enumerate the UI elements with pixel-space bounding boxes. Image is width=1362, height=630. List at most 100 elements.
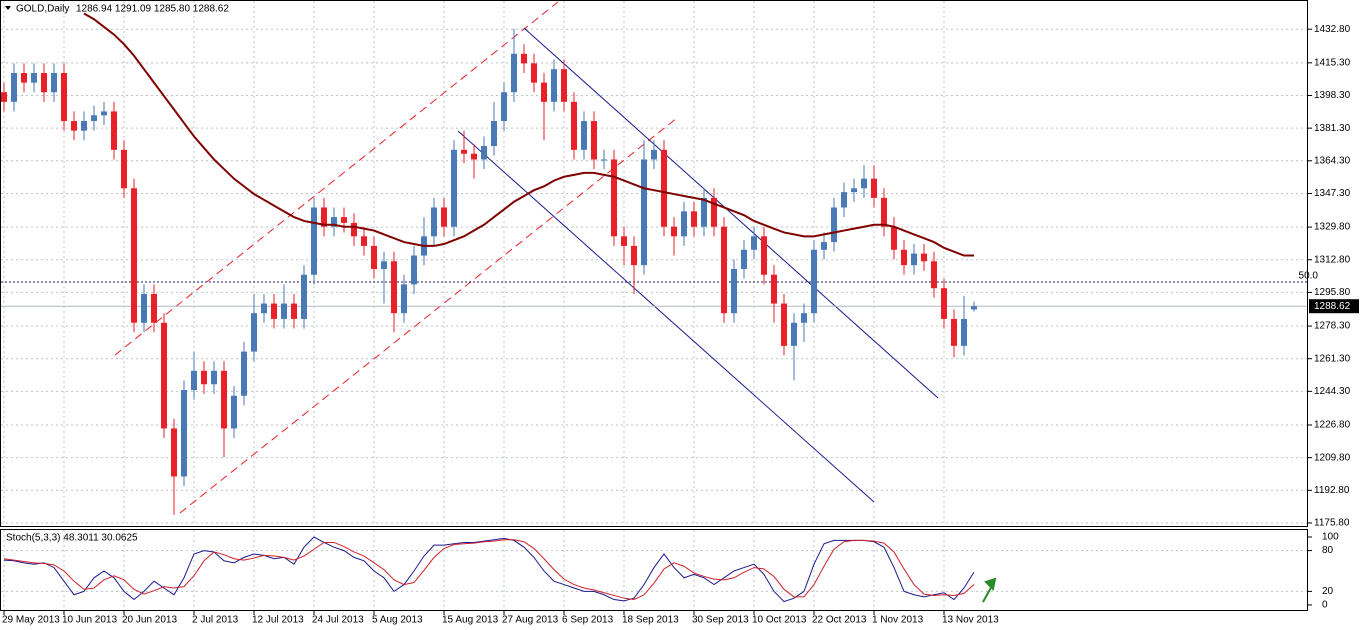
candle-body xyxy=(401,284,407,314)
x-tick-label: 12 Jul 2013 xyxy=(252,615,304,626)
candle-body xyxy=(11,73,17,102)
candle-body xyxy=(381,261,387,269)
candle-body xyxy=(661,149,667,227)
candle-body xyxy=(201,370,207,385)
x-tick-label: 10 Oct 2013 xyxy=(752,615,807,626)
candle-body xyxy=(511,53,517,93)
candle-body xyxy=(91,115,97,122)
candle-body xyxy=(611,159,617,237)
candle-body xyxy=(271,303,277,319)
candle-body xyxy=(561,69,567,102)
candle-body xyxy=(751,236,757,250)
x-tick-label: 13 Nov 2013 xyxy=(942,615,999,626)
y-tick-label: 1278.30 xyxy=(1314,321,1351,332)
candle-body xyxy=(821,242,827,250)
y-tick-label: 1209.80 xyxy=(1314,452,1351,463)
candle-body xyxy=(701,197,707,227)
candle-body xyxy=(371,245,377,269)
candle-body xyxy=(221,370,227,429)
stoch-panel xyxy=(0,529,1308,611)
candle-body xyxy=(231,395,237,429)
x-tick-label: 18 Sep 2013 xyxy=(622,615,679,626)
y-tick-label: 0 xyxy=(1322,600,1328,611)
candle-body xyxy=(31,73,37,83)
candle-body xyxy=(281,303,287,319)
y-tick-label: 100 xyxy=(1322,532,1339,543)
candle-body xyxy=(761,236,767,275)
y-tick-label: 80 xyxy=(1322,545,1334,556)
y-tick-label: 1244.30 xyxy=(1314,386,1351,397)
candle-body xyxy=(341,217,347,223)
candle-body xyxy=(101,111,107,116)
y-tick-label: 1398.30 xyxy=(1314,90,1351,101)
candle-body xyxy=(331,217,337,227)
candle-body xyxy=(311,207,317,275)
candle-body xyxy=(811,249,817,314)
candle-body xyxy=(781,303,787,346)
candle-body xyxy=(621,236,627,246)
candle-body xyxy=(641,159,647,266)
candle-body xyxy=(531,63,537,83)
candle-body xyxy=(191,370,197,391)
y-tick-label: 1295.80 xyxy=(1314,287,1351,298)
candle-body xyxy=(591,121,597,160)
candle-body xyxy=(301,274,307,319)
candle-body xyxy=(721,226,727,314)
candle-body xyxy=(911,253,917,266)
candle-body xyxy=(711,197,717,227)
candle-body xyxy=(321,207,327,227)
y-tick-label: 1226.80 xyxy=(1314,420,1351,431)
candle-body xyxy=(901,249,907,266)
candle-body xyxy=(171,428,177,477)
x-tick-label: 22 Oct 2013 xyxy=(812,615,867,626)
candle-body xyxy=(1,92,7,102)
y-tick-label: 1381.30 xyxy=(1314,123,1351,134)
candle-body xyxy=(431,207,437,237)
main-panel xyxy=(0,0,1308,527)
x-tick-label: 20 Jun 2013 xyxy=(122,615,177,626)
candle-body xyxy=(601,159,607,161)
stoch-line xyxy=(3,539,975,601)
y-tick-label: 1329.80 xyxy=(1314,222,1351,233)
candle-body xyxy=(961,318,967,346)
symbol-title: GOLD,Daily xyxy=(16,4,69,15)
candle-body xyxy=(571,101,577,150)
y-tick-label: 1364.30 xyxy=(1314,155,1351,166)
price-box xyxy=(1309,299,1359,314)
candle-body xyxy=(651,149,657,160)
candle-body xyxy=(881,197,887,227)
x-tick-label: 24 Jul 2013 xyxy=(312,615,364,626)
candle-body xyxy=(871,178,877,198)
channel-lower xyxy=(179,117,678,514)
candle-body xyxy=(921,253,927,262)
trend-line-upper xyxy=(523,27,939,399)
candle-body xyxy=(81,121,87,131)
candle-body xyxy=(391,261,397,314)
candle-body xyxy=(151,293,157,323)
candle-body xyxy=(41,73,47,93)
candle-body xyxy=(181,390,187,477)
candle-body xyxy=(741,249,747,269)
candle-body xyxy=(121,149,127,189)
x-tick-label: 10 Jun 2013 xyxy=(62,615,117,626)
candle-body xyxy=(951,318,957,346)
candle-body xyxy=(801,313,807,323)
candle-body xyxy=(491,121,497,147)
arrow xyxy=(982,577,997,603)
candle-body xyxy=(141,293,147,323)
candle-body xyxy=(841,192,847,208)
candle-body xyxy=(691,211,697,227)
candle-body xyxy=(261,303,267,314)
candle-body xyxy=(61,73,67,122)
candle-body xyxy=(851,188,857,193)
trend-line-lower xyxy=(457,130,875,503)
stoch-title: Stoch(5,3,3) 48.3011 30.0625 xyxy=(6,533,138,544)
candle-body xyxy=(241,351,247,396)
channel-upper xyxy=(114,1,559,356)
candle-body xyxy=(351,222,357,237)
candle-body xyxy=(471,153,477,160)
candle-body xyxy=(941,288,947,319)
stoch-line xyxy=(3,536,975,603)
candle-body xyxy=(541,82,547,102)
